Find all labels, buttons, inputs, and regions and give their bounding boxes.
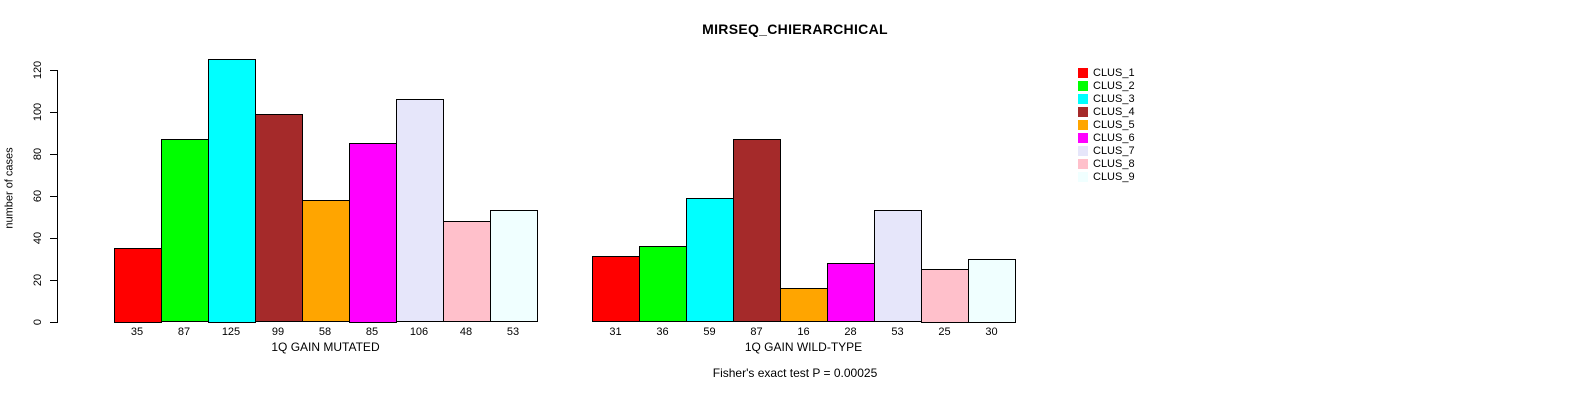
bar-clus_3: [207, 59, 256, 323]
bar-clus_4: [254, 113, 303, 323]
bar-clus_9: [489, 210, 538, 323]
y-axis-title-wrap: number of cases: [2, 115, 18, 260]
bar-clus_9: [968, 258, 1016, 323]
bar-value-label: 106: [409, 326, 429, 338]
y-tick: [50, 195, 57, 197]
legend-label: CLUS_2: [1093, 79, 1135, 92]
footer-annotation: Fisher's exact test P = 0.00025: [712, 366, 878, 380]
bar-clus_4: [733, 138, 781, 323]
bar-clus_6: [827, 262, 875, 323]
bar-clus_2: [160, 138, 209, 323]
legend-item-clus_1: CLUS_1: [1078, 66, 1135, 79]
y-tick: [50, 237, 57, 239]
legend-swatch-clus_9: [1078, 172, 1088, 183]
y-tick: [50, 321, 57, 323]
legend-swatch-clus_8: [1078, 159, 1088, 170]
legend-item-clus_4: CLUS_4: [1078, 105, 1135, 118]
bar-value-label: 36: [656, 326, 669, 338]
legend-label: CLUS_8: [1093, 158, 1135, 171]
legend-item-clus_9: CLUS_9: [1078, 171, 1135, 184]
y-axis-line: [57, 69, 58, 323]
bar-value-label: 59: [703, 326, 716, 338]
y-tick-label-wrap: 0: [28, 307, 48, 337]
legend-label: CLUS_1: [1093, 66, 1135, 79]
y-axis-title: number of cases: [4, 146, 17, 229]
y-tick: [50, 279, 57, 281]
bar-clus_7: [874, 210, 922, 323]
bar-value-label: 16: [797, 326, 810, 338]
y-tick-label-wrap: 80: [28, 139, 48, 169]
y-tick-label: 0: [32, 318, 44, 325]
bar-value-label: 48: [459, 326, 473, 338]
bar-value-label: 125: [221, 326, 241, 338]
legend-item-clus_5: CLUS_5: [1078, 118, 1135, 131]
y-tick-label: 80: [32, 147, 44, 160]
y-tick-label: 100: [31, 102, 44, 121]
legend-item-clus_7: CLUS_7: [1078, 145, 1135, 158]
bar-clus_1: [113, 248, 162, 323]
bar-value-label: 53: [506, 326, 520, 338]
bar-value-label: 87: [750, 326, 763, 338]
bar-value-label: 58: [318, 326, 332, 338]
y-tick-label: 120: [31, 60, 44, 79]
bar-value-label: 30: [985, 326, 998, 338]
x-axis-title-wildtype: 1Q GAIN WILD-TYPE: [744, 340, 863, 354]
legend-swatch-clus_5: [1078, 119, 1088, 130]
y-tick-label-wrap: 40: [28, 223, 48, 253]
legend-swatch-clus_6: [1078, 133, 1088, 143]
legend-swatch-clus_2: [1078, 80, 1088, 91]
bar-value-label: 31: [609, 326, 622, 338]
legend-item-clus_2: CLUS_2: [1078, 79, 1135, 92]
y-tick-label-wrap: 60: [28, 181, 48, 211]
bar-clus_8: [921, 269, 969, 323]
legend-item-clus_6: CLUS_6: [1078, 132, 1135, 145]
x-axis-title-mutated: 1Q GAIN MUTATED: [271, 340, 380, 354]
legend-swatch-clus_3: [1078, 93, 1088, 104]
bar-clus_1: [592, 256, 640, 323]
y-tick-label: 60: [32, 189, 44, 202]
legend-label: CLUS_3: [1093, 92, 1135, 105]
y-tick: [50, 153, 57, 155]
y-tick-label-wrap: 120: [28, 55, 48, 85]
bar-clus_2: [639, 245, 687, 323]
bar-value-label: 53: [891, 326, 904, 338]
y-tick: [50, 69, 57, 71]
y-tick-label-wrap: 100: [28, 97, 48, 127]
legend-label: CLUS_5: [1093, 118, 1135, 131]
legend-item-clus_8: CLUS_8: [1078, 158, 1135, 171]
bar-value-label: 85: [365, 326, 379, 338]
legend-label: CLUS_7: [1093, 145, 1135, 158]
bar-clus_5: [301, 199, 350, 323]
legend-swatch-clus_4: [1078, 106, 1088, 117]
legend-swatch-clus_1: [1078, 67, 1088, 78]
legend-label: CLUS_6: [1093, 132, 1135, 144]
bar-value-label: 35: [130, 326, 144, 338]
legend-label: CLUS_4: [1093, 105, 1135, 118]
y-tick-label: 20: [32, 273, 44, 286]
bar-value-label: 99: [271, 326, 285, 338]
bar-clus_5: [780, 287, 828, 323]
legend-item-clus_3: CLUS_3: [1078, 92, 1135, 105]
bar-value-label: 87: [177, 326, 191, 338]
y-tick-label-wrap: 20: [28, 265, 48, 295]
bar-value-label: 25: [938, 326, 951, 338]
bar-clus_3: [686, 197, 734, 323]
y-tick: [50, 111, 57, 113]
chart-title: MIRSEQ_CHIERARCHICAL: [702, 21, 888, 37]
bar-clus_7: [395, 98, 444, 323]
bar-clus_8: [442, 220, 491, 323]
legend-swatch-clus_7: [1078, 146, 1088, 157]
y-tick-label: 40: [32, 231, 44, 244]
legend-label: CLUS_9: [1093, 171, 1135, 184]
bar-value-label: 28: [844, 326, 857, 338]
bar-clus_6: [348, 143, 397, 323]
